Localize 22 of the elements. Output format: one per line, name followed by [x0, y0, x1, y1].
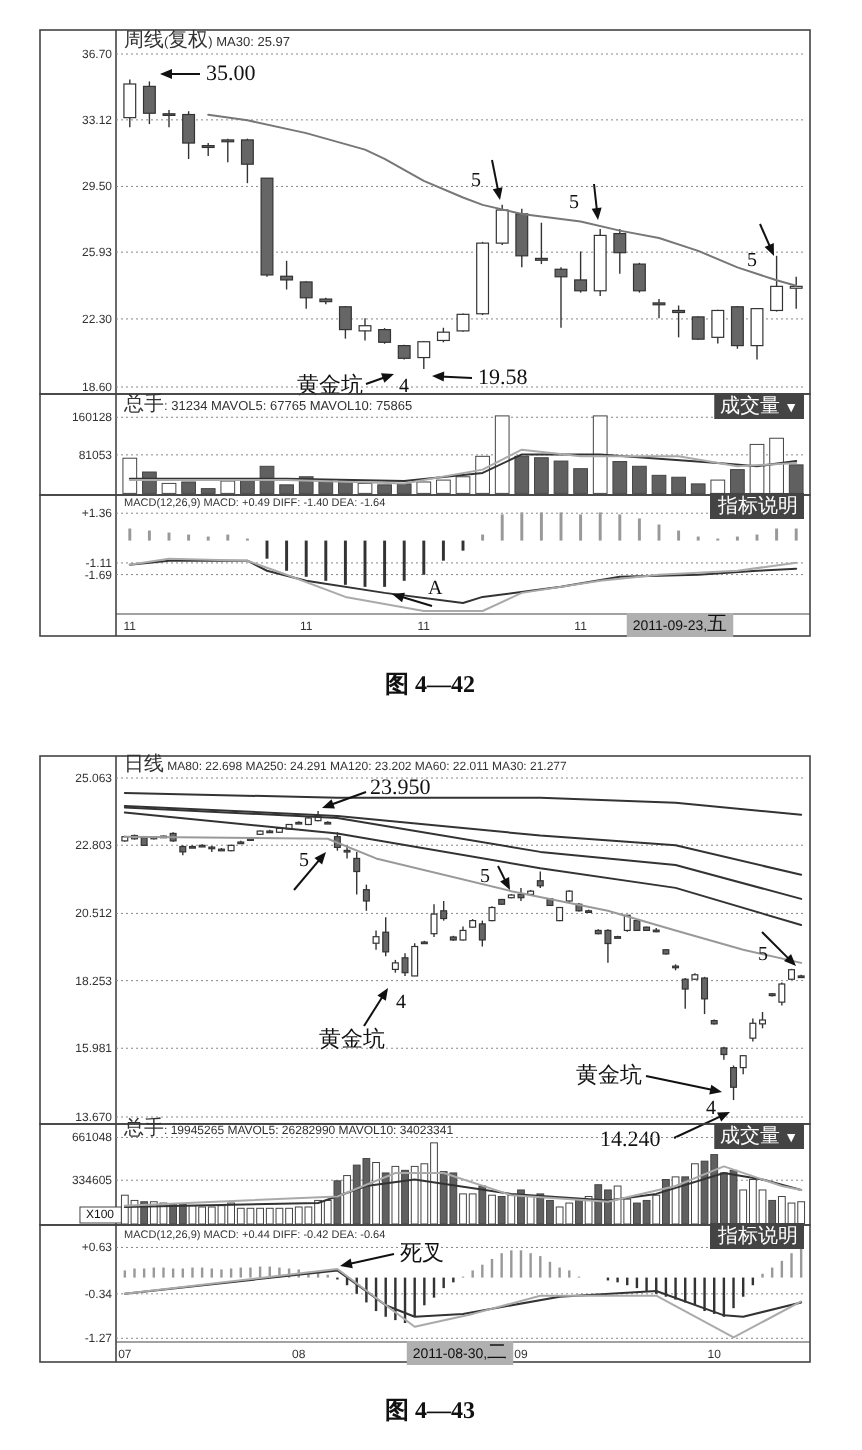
annotation: 指标说明	[716, 494, 798, 518]
annotation: 23.950	[370, 776, 432, 800]
annotation: 黄金坑	[297, 372, 363, 398]
caption: 图 4—43	[385, 1396, 475, 1424]
annotation: 35.00	[206, 62, 257, 86]
annotation: 指标说明	[716, 1224, 798, 1248]
annotation: 19.58	[478, 366, 529, 390]
annotation: 5	[569, 192, 579, 214]
annotation: 黄金坑	[319, 1026, 385, 1052]
annotation: A	[428, 578, 444, 600]
annotation: 5	[758, 944, 768, 966]
annotation: 5	[471, 170, 481, 192]
annotation: 5	[299, 850, 309, 872]
annotation: 5	[747, 250, 757, 272]
annotation: 14.240	[600, 1128, 662, 1152]
annotation: 4	[396, 992, 406, 1014]
annotation: 4	[706, 1098, 716, 1120]
annotation: 死叉	[400, 1242, 444, 1266]
caption: 图 4—42	[385, 670, 475, 698]
annotation: 5	[480, 866, 490, 888]
annotation: 黄金坑	[576, 1062, 642, 1088]
annotation: 4	[399, 376, 409, 398]
